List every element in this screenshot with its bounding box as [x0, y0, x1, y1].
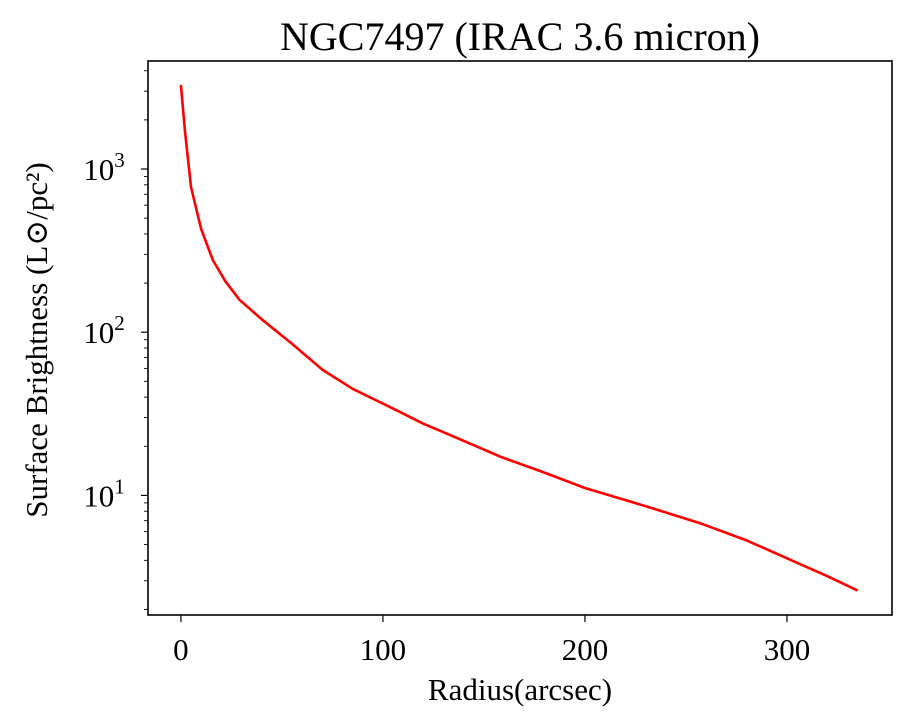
x-tick-label: 300: [764, 632, 811, 667]
x-axis-ticks: 0 100 200 300: [173, 615, 810, 667]
y-axis-ticks: 101 102 103: [83, 70, 148, 610]
y-tick-label: 102: [83, 311, 125, 350]
x-tick-label: 200: [562, 632, 609, 667]
plot-frame: [147, 60, 893, 616]
x-tick-label: 100: [360, 632, 407, 667]
x-tick-label: 0: [173, 632, 189, 667]
plot-area: [179, 84, 859, 592]
chart-title: NGC7497 (IRAC 3.6 micron): [280, 14, 760, 59]
y-axis-label: Surface Brightness (L⊙/pc²): [19, 162, 54, 518]
x-axis-label: Radius(arcsec): [428, 672, 612, 707]
series-line: [179, 84, 859, 592]
y-tick-label: 103: [83, 148, 125, 187]
y-tick-label: 101: [83, 474, 125, 513]
